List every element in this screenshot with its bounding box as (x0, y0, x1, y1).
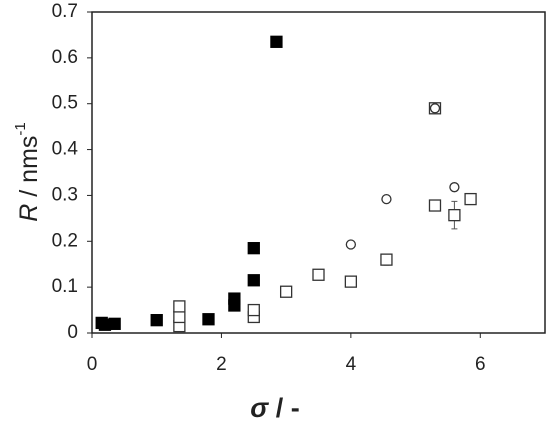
y-tick-label: 0.3 (52, 184, 78, 205)
y-tick-label: 0.4 (52, 139, 79, 160)
plot-frame (91, 11, 546, 334)
x-symbol: σ (250, 393, 269, 423)
square-point (150, 314, 163, 327)
square-point (202, 313, 215, 326)
y-tick-label: 0 (67, 322, 78, 343)
square-point (428, 199, 442, 212)
square-point (173, 300, 186, 313)
square-point (380, 253, 393, 266)
square-point (247, 242, 260, 255)
x-unit: / - (268, 393, 300, 423)
y-unit: / nms (15, 136, 43, 204)
square-point (173, 310, 186, 324)
y-axis-title: R / nms-1 (12, 122, 43, 221)
y-symbol: R (15, 204, 43, 222)
x-tick-label: 6 (475, 354, 486, 375)
square-point (279, 285, 293, 298)
y-tick-label: 0.2 (52, 230, 78, 251)
square-point (228, 292, 241, 305)
square-point (312, 268, 325, 281)
x-tick-label: 4 (346, 354, 357, 375)
y-tick-label: 0.6 (52, 47, 78, 68)
y-tick-label: 0.1 (52, 276, 78, 297)
circle-point (449, 182, 460, 193)
square-point (108, 317, 121, 330)
square-point (270, 35, 283, 48)
circle-point (429, 103, 441, 114)
circle-point (381, 193, 392, 205)
square-point (448, 208, 461, 222)
square-point (344, 275, 358, 288)
y-tick-label: 0.5 (52, 93, 78, 114)
x-axis-title: σ / - (250, 393, 299, 423)
circle-point (345, 239, 357, 250)
y-superscript: -1 (12, 122, 29, 135)
x-tick-label: 2 (216, 354, 227, 375)
square-point (464, 192, 477, 206)
square-point (247, 303, 260, 317)
square-point (247, 274, 260, 287)
y-tick-label: 0.7 (52, 1, 78, 22)
x-tick-label: 0 (87, 354, 98, 375)
